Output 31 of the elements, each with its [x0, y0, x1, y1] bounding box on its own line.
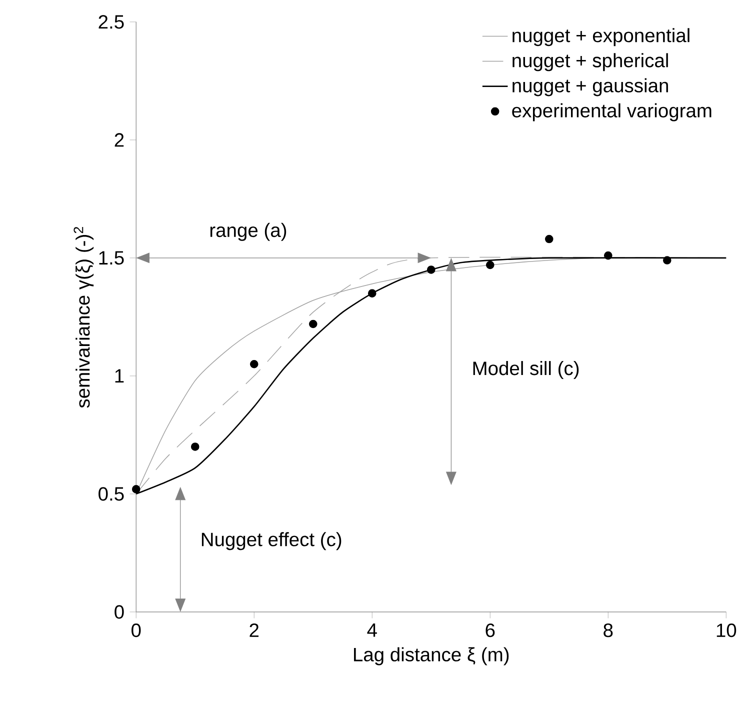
point	[190, 442, 200, 451]
legend-label: experimental variogram	[512, 103, 712, 122]
legend-label: nugget + spherical	[512, 53, 668, 72]
x-tick-label: 2	[250, 624, 259, 637]
point	[486, 260, 494, 270]
point	[250, 360, 258, 368]
point	[544, 234, 554, 244]
legend-label: nugget + exponential	[512, 28, 690, 46]
y-tick-label: 2.5	[98, 15, 124, 29]
x-axis-title: Lag distance ξ (m)	[354, 647, 509, 666]
y-tick-label: 1	[115, 369, 124, 383]
annotation: Model sill (c)	[473, 361, 579, 380]
y-tick-label: 1.5	[99, 251, 124, 265]
annotation: range (a)	[210, 222, 286, 241]
legend-label: nugget + gaussian	[512, 78, 668, 96]
point	[308, 320, 318, 328]
y-axis-title: semivariance γ(ξ) (-)$^{2}$	[74, 227, 94, 408]
point	[426, 266, 436, 274]
point	[368, 289, 376, 298]
point	[132, 485, 140, 494]
x-tick-label: 6	[486, 624, 495, 638]
y-tick-label: 0	[114, 605, 124, 619]
annotation: Nugget effect (c)	[202, 532, 342, 550]
y-tick-label: 0.5	[98, 487, 124, 501]
x-tick-label: 0	[132, 624, 141, 638]
x-tick-label: 8	[604, 624, 613, 638]
y-tick-label: 2	[114, 133, 124, 147]
point	[604, 251, 612, 260]
x-tick-label: 10	[716, 624, 736, 638]
x-tick-label: 4	[367, 624, 377, 637]
point	[662, 256, 672, 264]
